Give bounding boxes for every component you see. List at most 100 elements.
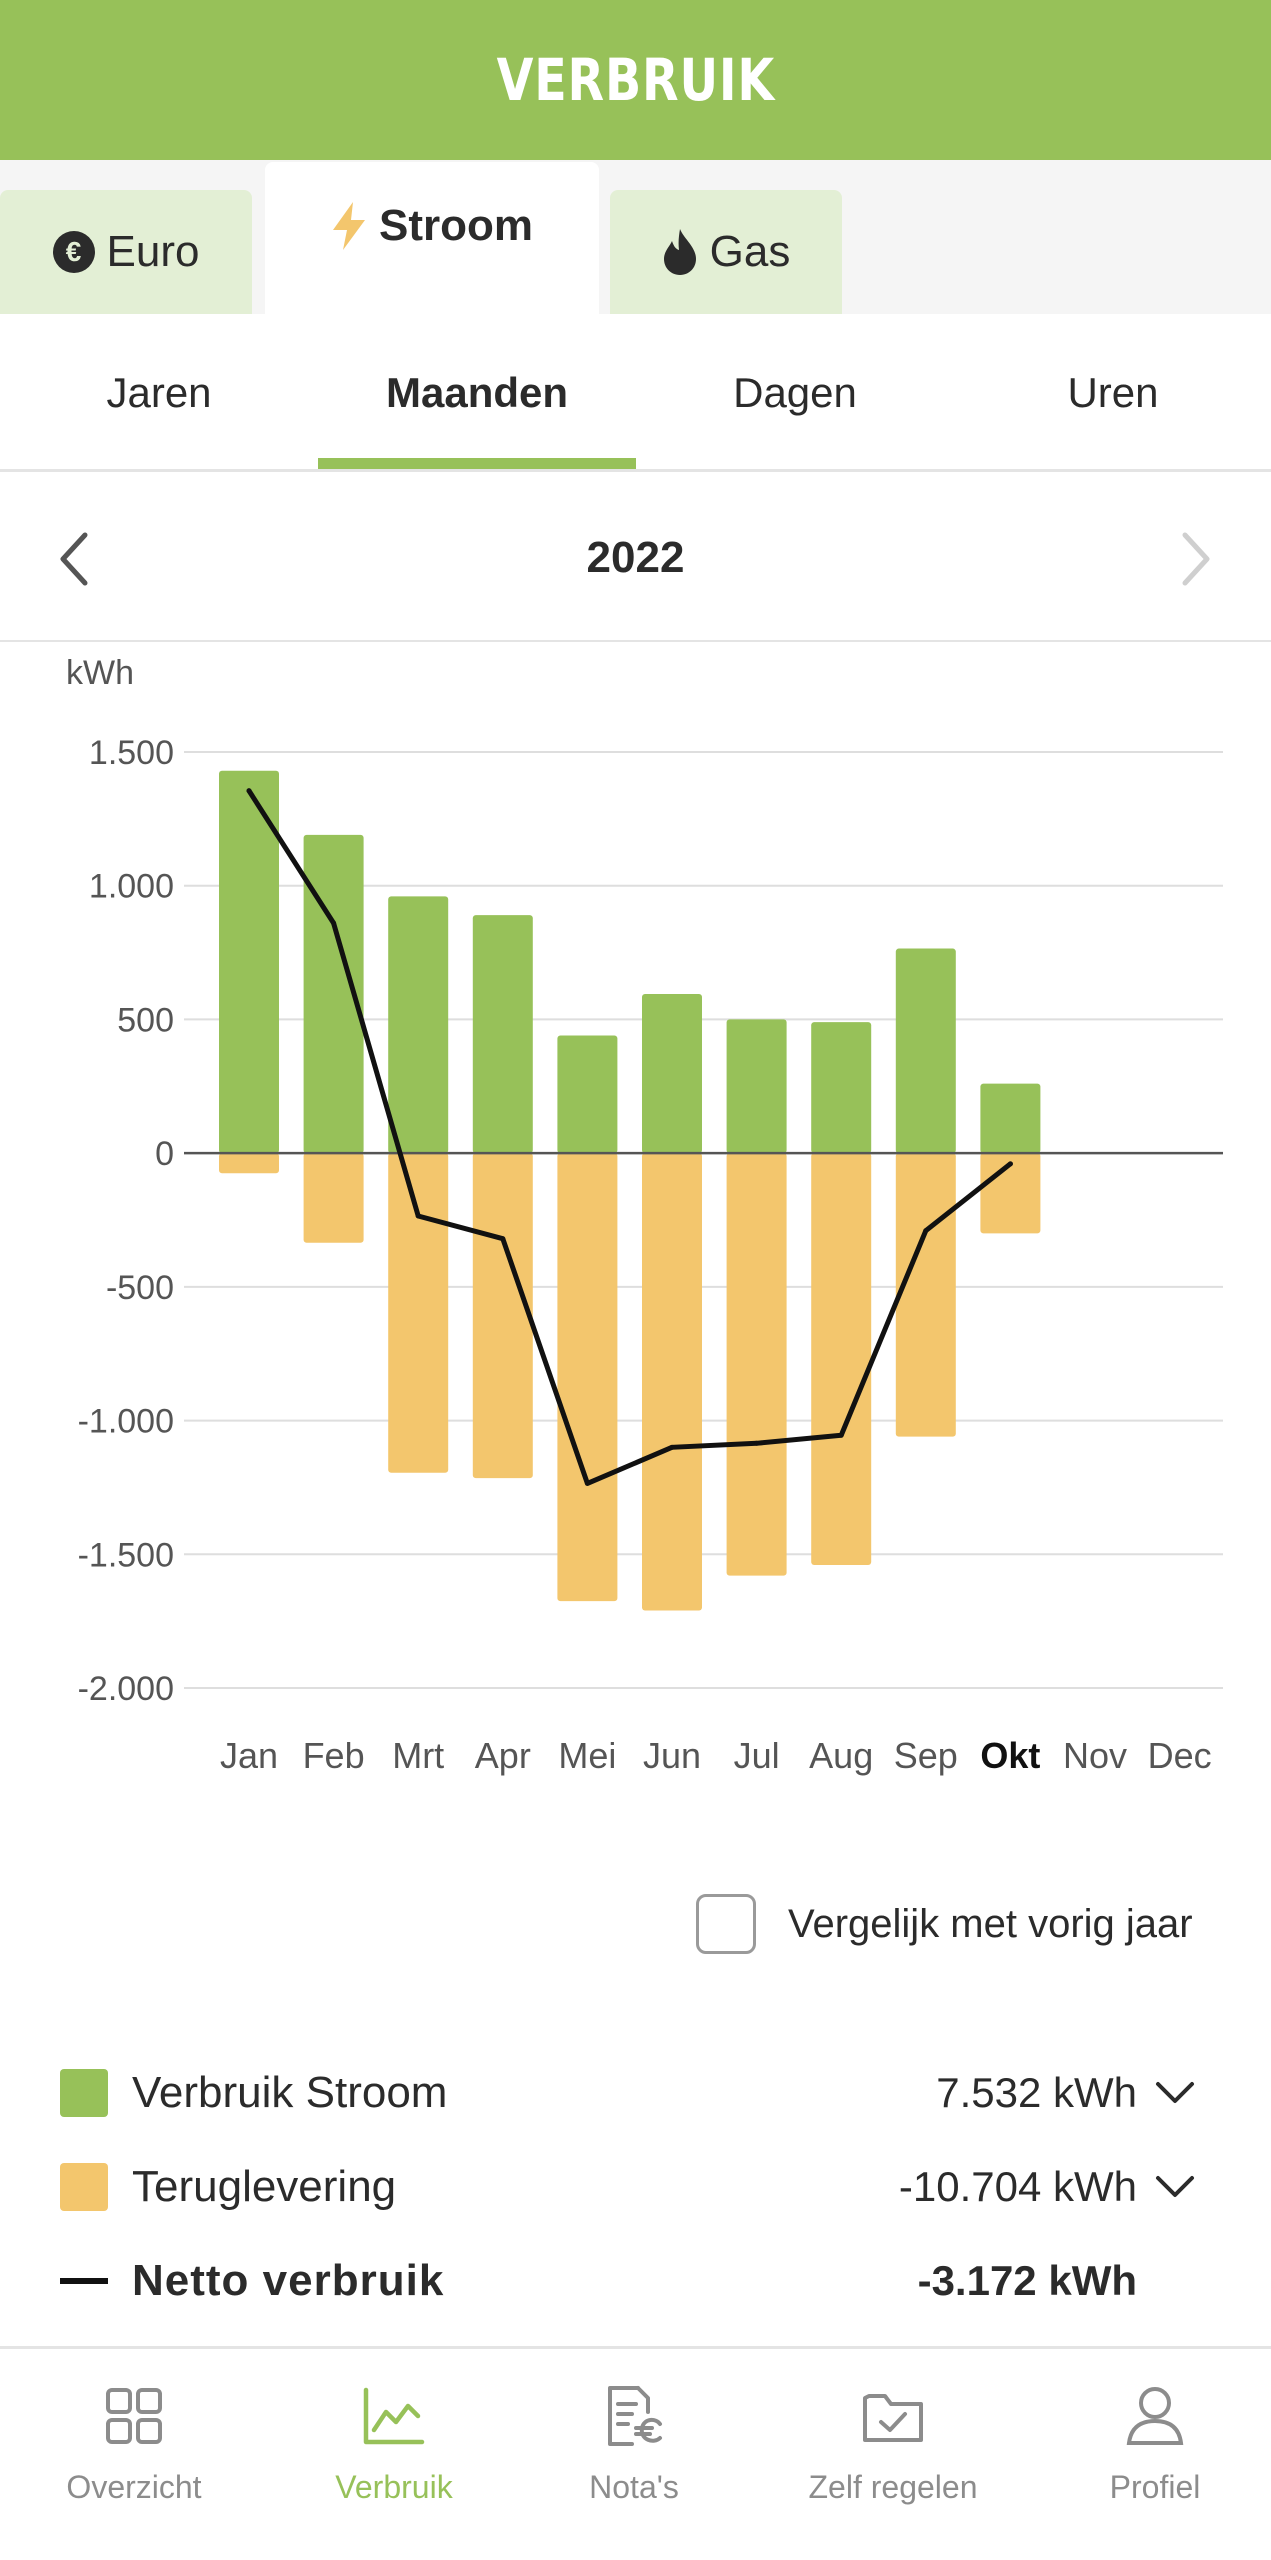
bar-teruglevering-mrt[interactable]	[388, 1153, 449, 1473]
bar-teruglevering-sep[interactable]	[895, 1153, 956, 1437]
chevron-down-icon[interactable]	[1155, 2167, 1195, 2207]
y-tick-label: -1.000	[78, 1403, 174, 1441]
chevron-down-icon[interactable]	[1155, 2073, 1195, 2113]
y-tick-label: -1.500	[78, 1536, 174, 1574]
bar-verbruik-mrt[interactable]	[388, 896, 449, 1154]
bottom-navigation: Overzicht Verbruik Nota's Zelf regelen	[0, 2346, 1271, 2560]
bar-teruglevering-jul[interactable]	[726, 1153, 787, 1576]
compare-label: Vergelijk met vorig jaar	[788, 1901, 1193, 1946]
x-tick-label-sep[interactable]: Sep	[894, 1735, 958, 1776]
euro-icon: €	[52, 231, 95, 273]
period-tab-bar: Jaren Maanden Dagen Uren	[0, 314, 1271, 472]
x-tick-label-mei[interactable]: Mei	[558, 1735, 616, 1776]
x-tick-label-jan[interactable]: Jan	[220, 1735, 278, 1776]
year-navigator: 2022	[0, 474, 1271, 642]
legend-label: Verbruik Stroom	[132, 2068, 448, 2117]
legend-value: 7.532 kWh	[936, 2069, 1137, 2116]
bar-teruglevering-jun[interactable]	[642, 1153, 702, 1611]
user-icon	[1125, 2371, 1185, 2461]
nav-overzicht[interactable]: Overzicht	[7, 2349, 261, 2560]
nav-notas[interactable]: Nota's	[507, 2349, 761, 2560]
legend-label: Netto verbruik	[132, 2256, 445, 2305]
x-tick-label-nov[interactable]: Nov	[1063, 1735, 1127, 1776]
legend-value: -3.172 kWh	[917, 2257, 1137, 2304]
tab-euro-label: Euro	[106, 227, 200, 276]
legend-row-verbruik[interactable]: Verbruik Stroom 7.532 kWh	[0, 2058, 1271, 2128]
tab-gas-label: Gas	[709, 227, 791, 276]
chart-svg: kWh 1.500 1.000 500 0 -500 -1.000 -1.500 -2.000…	[66, 654, 1223, 1776]
tab-gas[interactable]: Gas	[610, 190, 842, 314]
netto-point-mei	[584, 1480, 590, 1486]
y-tick-label: -500	[106, 1269, 174, 1307]
y-axis-unit: kWh	[66, 654, 134, 692]
x-tick-label-jun[interactable]: Jun	[643, 1735, 701, 1776]
y-tick-label: -2.000	[78, 1670, 174, 1708]
usage-chart: kWh 1.500 1.000 500 0 -500 -1.000 -1.500 -2.000…	[0, 640, 1271, 1820]
legend-row-netto: Netto verbruik -3.172 kWh	[0, 2246, 1271, 2316]
nav-label: Nota's	[589, 2469, 679, 2505]
legend-swatch-teruglevering	[60, 2163, 108, 2211]
netto-point-sep	[923, 1228, 929, 1234]
netto-line	[246, 788, 1013, 1486]
bar-teruglevering-mei[interactable]	[557, 1153, 618, 1602]
compare-checkbox[interactable]	[696, 1894, 756, 1954]
y-tick-label: 500	[117, 1001, 174, 1039]
netto-point-jan	[246, 788, 252, 794]
netto-point-apr	[500, 1236, 506, 1242]
bar-verbruik-sep[interactable]	[895, 948, 956, 1154]
tab-euro[interactable]: € Euro	[0, 190, 252, 314]
nav-verbruik[interactable]: Verbruik	[267, 2349, 521, 2560]
nav-label: Overzicht	[66, 2469, 202, 2505]
chevron-left-icon[interactable]	[44, 524, 104, 594]
x-tick-label-feb[interactable]: Feb	[303, 1735, 365, 1776]
netto-point-jul	[754, 1440, 760, 1446]
grid-icon	[104, 2371, 164, 2461]
bar-teruglevering-feb[interactable]	[303, 1153, 364, 1243]
bar-verbruik-jul[interactable]	[726, 1019, 787, 1154]
netto-point-mrt	[415, 1213, 421, 1219]
legend-line-netto	[60, 2278, 108, 2284]
bar-teruglevering-apr[interactable]	[472, 1153, 533, 1479]
x-tick-label-jul[interactable]: Jul	[734, 1735, 780, 1776]
flame-icon	[662, 229, 698, 275]
compare-previous-year[interactable]: Vergelijk met vorig jaar	[696, 1894, 1193, 1954]
x-tick-label-apr[interactable]: Apr	[475, 1735, 531, 1776]
chart-line-icon	[362, 2371, 426, 2461]
energy-tab-bar: € Euro Stroom Gas	[0, 160, 1271, 316]
legend-row-teruglevering[interactable]: Teruglevering -10.704 kWh	[0, 2152, 1271, 2222]
bar-verbruik-aug[interactable]	[811, 1022, 872, 1154]
bar-teruglevering-jan[interactable]	[219, 1153, 279, 1174]
netto-point-jun	[669, 1444, 675, 1450]
tab-stroom[interactable]: Stroom	[265, 162, 599, 316]
tab-maanden[interactable]: Maanden	[385, 369, 569, 416]
nav-label: Verbruik	[335, 2469, 453, 2505]
x-tick-label-dec[interactable]: Dec	[1148, 1735, 1212, 1776]
netto-point-okt	[1007, 1161, 1013, 1167]
y-tick-label: 1.000	[89, 868, 174, 906]
year-label: 2022	[586, 533, 685, 582]
nav-zelf-regelen[interactable]: Zelf regelen	[766, 2349, 1020, 2560]
tab-dagen[interactable]: Dagen	[733, 369, 857, 416]
chevron-right-icon[interactable]	[1166, 524, 1226, 594]
bar-verbruik-jan[interactable]	[219, 770, 279, 1154]
legend-label: Teruglevering	[132, 2162, 397, 2211]
bar-verbruik-feb[interactable]	[303, 834, 364, 1154]
invoice-euro-icon	[602, 2371, 666, 2461]
bar-verbruik-okt[interactable]	[980, 1083, 1041, 1154]
x-tick-label-aug[interactable]: Aug	[809, 1735, 873, 1776]
legend-value: -10.704 kWh	[898, 2163, 1137, 2210]
bar-verbruik-apr[interactable]	[472, 915, 533, 1154]
nav-profiel[interactable]: Profiel	[1028, 2349, 1271, 2560]
bar-teruglevering-aug[interactable]	[811, 1153, 872, 1565]
bar-verbruik-mei[interactable]	[557, 1035, 618, 1154]
app-header: VERBRUIK	[0, 0, 1271, 160]
tab-jaren[interactable]: Jaren	[106, 369, 212, 416]
y-tick-label: 0	[155, 1135, 174, 1173]
bar-verbruik-jun[interactable]	[642, 994, 702, 1154]
folder-check-icon	[861, 2371, 925, 2461]
x-tick-label-mrt[interactable]: Mrt	[392, 1735, 444, 1776]
x-tick-label-okt[interactable]: Okt	[980, 1735, 1040, 1776]
tab-uren[interactable]: Uren	[1067, 369, 1159, 416]
netto-point-aug	[838, 1432, 844, 1438]
nav-label: Profiel	[1109, 2469, 1201, 2505]
